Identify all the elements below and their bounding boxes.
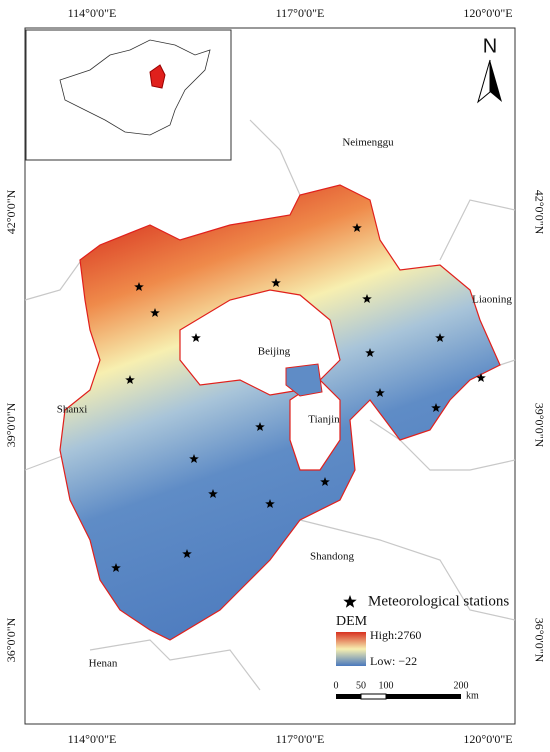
region-label: Liaoning <box>472 294 512 306</box>
station <box>125 375 135 384</box>
lat-label: 42°0'0"N <box>532 190 546 235</box>
region-label: Neimenggu <box>342 137 394 149</box>
station <box>191 333 201 342</box>
station <box>375 388 385 397</box>
lon-label: 114°0'0"E <box>68 732 117 746</box>
region-label: Tianjin <box>308 414 340 426</box>
station <box>208 489 218 498</box>
station <box>189 454 199 463</box>
station <box>271 278 281 287</box>
legend-station-symbol <box>343 595 357 608</box>
neighbour-borders <box>24 119 516 691</box>
station <box>320 477 330 486</box>
inset-china <box>59 39 211 136</box>
lat-label: 42°0'0"N <box>4 189 18 234</box>
region-label: Shandong <box>310 551 355 563</box>
legend-ramp <box>336 632 366 666</box>
scale-label: 200 <box>454 680 469 691</box>
lon-label: 120°0'0"E <box>463 6 512 20</box>
north-arrow <box>490 60 502 102</box>
station <box>435 333 445 342</box>
legend-high: High:2760 <box>370 628 421 642</box>
scale-label: 0 <box>334 680 339 691</box>
legend-dem-title: DEM <box>336 614 368 629</box>
legend-low: Low: −22 <box>370 654 417 668</box>
lon-label: 117°0'0"E <box>276 732 325 746</box>
station <box>134 282 144 291</box>
station <box>365 348 375 357</box>
scale-label: 50 <box>356 680 366 691</box>
station <box>476 373 486 382</box>
lat-label: 39°0'0"N <box>532 403 546 448</box>
lon-label: 120°0'0"E <box>463 732 512 746</box>
station <box>352 223 362 232</box>
region-label: Henan <box>89 658 118 670</box>
legend: Meteorological stations DEM High:2760 Lo… <box>336 593 509 668</box>
station <box>362 294 372 303</box>
lat-label: 36°0'0"N <box>4 617 18 662</box>
station <box>111 563 121 572</box>
lat-label: 39°0'0"N <box>4 402 18 447</box>
legend-stations: Meteorological stations <box>368 593 509 609</box>
enclave <box>285 363 323 397</box>
station <box>431 403 441 412</box>
scale-unit: km <box>466 690 479 701</box>
station <box>255 422 265 431</box>
station <box>182 549 192 558</box>
north-label: N <box>483 35 497 57</box>
region-label: Beijing <box>258 346 291 358</box>
scale-label: 100 <box>379 680 394 691</box>
station <box>265 499 275 508</box>
inset-hebei <box>149 64 166 89</box>
lat-label: 36°0'0"N <box>532 618 546 663</box>
station <box>150 308 160 317</box>
scale-bar <box>336 693 461 700</box>
lon-label: 117°0'0"E <box>276 6 325 20</box>
lon-label: 114°0'0"E <box>68 6 117 20</box>
region-label: Shanxi <box>57 404 88 416</box>
